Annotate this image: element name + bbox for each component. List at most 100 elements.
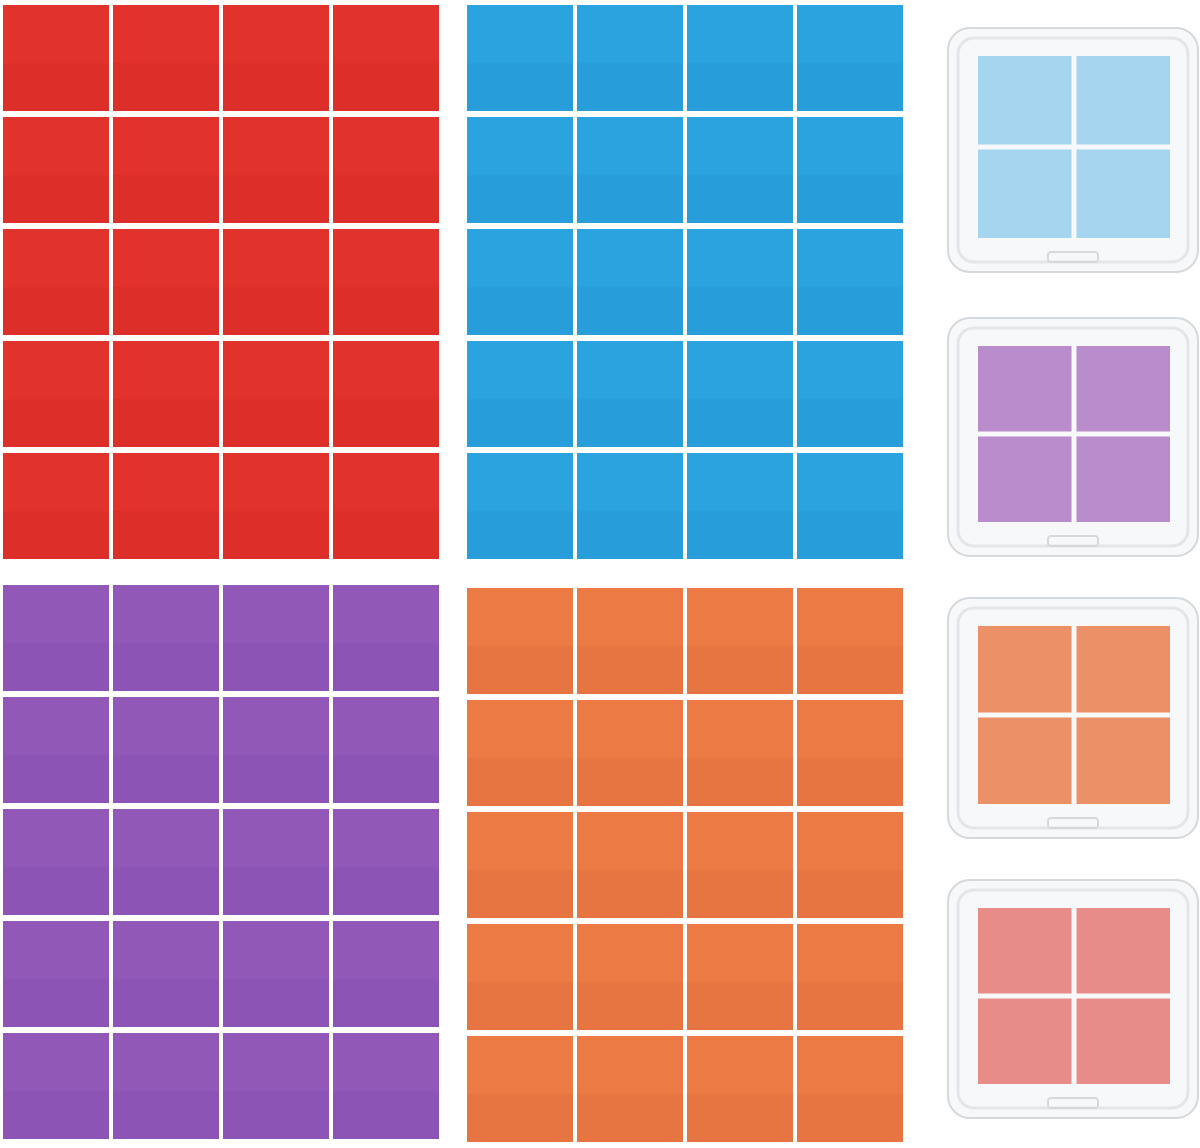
box-tile xyxy=(978,149,1072,238)
tile-shade xyxy=(687,399,793,447)
tile-shade xyxy=(333,1091,439,1139)
box-tile xyxy=(1076,436,1170,522)
purple-tile xyxy=(223,809,329,915)
tile-shade xyxy=(333,287,439,335)
tile-shade xyxy=(3,755,109,803)
box-tile xyxy=(978,908,1072,994)
tile-shade xyxy=(3,399,109,447)
tile-shade xyxy=(113,399,219,447)
orange-tile xyxy=(797,924,903,1030)
red-tile xyxy=(333,229,439,335)
tile-shade xyxy=(467,870,573,918)
tile-shade xyxy=(113,867,219,915)
red-tile xyxy=(113,5,219,111)
storage-box xyxy=(947,597,1199,839)
tile-shade xyxy=(113,979,219,1027)
orange-tile xyxy=(687,924,793,1030)
storage-box xyxy=(947,27,1199,273)
orange-tile xyxy=(467,812,573,918)
tile-shade xyxy=(687,175,793,223)
red-tile xyxy=(3,117,109,223)
orange-tile xyxy=(577,1036,683,1142)
box-clasp xyxy=(1047,535,1099,547)
box-tile xyxy=(978,998,1072,1084)
orange-tile xyxy=(467,1036,573,1142)
orange-tile xyxy=(687,812,793,918)
blue-tile xyxy=(687,229,793,335)
purple-tile xyxy=(223,697,329,803)
purple-tile xyxy=(333,921,439,1027)
tile-shade xyxy=(797,982,903,1030)
tile-shade xyxy=(467,399,573,447)
tile-shade xyxy=(577,646,683,694)
purple-tile xyxy=(113,585,219,691)
tile-shade xyxy=(797,1094,903,1142)
tile-shade xyxy=(333,399,439,447)
orange-tile xyxy=(797,812,903,918)
blue-tile xyxy=(467,229,573,335)
tile-shade xyxy=(3,643,109,691)
orange-tile xyxy=(687,700,793,806)
blue-tile xyxy=(797,117,903,223)
red-tile xyxy=(3,453,109,559)
tile-shade xyxy=(687,646,793,694)
tile-shade xyxy=(687,870,793,918)
box-tile xyxy=(978,436,1072,522)
tile-shade xyxy=(223,511,329,559)
blue-tile xyxy=(687,5,793,111)
box-tile xyxy=(1076,908,1170,994)
box-tile xyxy=(1076,149,1170,238)
tile-shade xyxy=(333,511,439,559)
tile-shade xyxy=(797,870,903,918)
tile-shade xyxy=(223,287,329,335)
blue-tile xyxy=(797,229,903,335)
tile-shade xyxy=(797,511,903,559)
box-tile xyxy=(978,56,1072,145)
purple-tile xyxy=(223,921,329,1027)
tile-shade xyxy=(223,175,329,223)
purple-tile xyxy=(333,585,439,691)
red-tile xyxy=(223,5,329,111)
blue-tile xyxy=(577,453,683,559)
tile-shade xyxy=(467,1094,573,1142)
orange-tile xyxy=(797,700,903,806)
orange-tile xyxy=(467,924,573,1030)
blue-tile xyxy=(797,5,903,111)
purple-tile xyxy=(333,1033,439,1139)
purple-tile xyxy=(223,585,329,691)
red-tile xyxy=(333,117,439,223)
red-tile xyxy=(333,5,439,111)
tile-shade xyxy=(223,755,329,803)
tile-shade xyxy=(223,63,329,111)
orange-tile xyxy=(467,588,573,694)
tile-shade xyxy=(687,287,793,335)
box-tile xyxy=(1076,717,1170,804)
tile-shade xyxy=(113,175,219,223)
tile-shade xyxy=(3,979,109,1027)
tile-shade xyxy=(333,175,439,223)
orange-tile xyxy=(577,700,683,806)
tile-shade xyxy=(577,175,683,223)
tile-shade xyxy=(687,758,793,806)
orange-sheet xyxy=(467,588,903,1142)
tile-shade xyxy=(223,979,329,1027)
orange-tile xyxy=(577,812,683,918)
tile-shade xyxy=(467,511,573,559)
tile-shade xyxy=(797,399,903,447)
red-tile xyxy=(113,117,219,223)
box-tile xyxy=(978,346,1072,432)
tile-shade xyxy=(687,63,793,111)
orange-tile xyxy=(797,1036,903,1142)
storage-box xyxy=(947,879,1199,1119)
box-tile xyxy=(978,626,1072,713)
purple-tile xyxy=(3,697,109,803)
blue-tile xyxy=(687,117,793,223)
tile-shade xyxy=(333,755,439,803)
box-clasp xyxy=(1047,251,1099,263)
tile-shade xyxy=(577,399,683,447)
storage-box xyxy=(947,317,1199,557)
orange-tile xyxy=(797,588,903,694)
tile-shade xyxy=(577,1094,683,1142)
tile-shade xyxy=(797,646,903,694)
